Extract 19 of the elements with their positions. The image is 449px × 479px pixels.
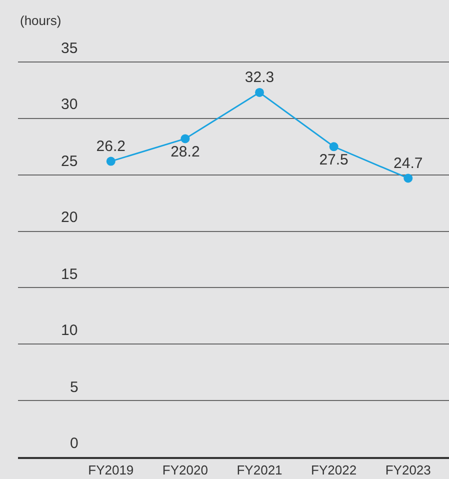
y-tick-label: 5 bbox=[70, 379, 78, 396]
y-tick-label: 10 bbox=[61, 322, 78, 339]
y-tick-label: 35 bbox=[61, 40, 78, 57]
y-tick-label: 30 bbox=[61, 96, 78, 113]
y-tick-label: 20 bbox=[61, 209, 78, 226]
x-tick-label: FY2023 bbox=[385, 462, 431, 478]
data-label: 28.2 bbox=[170, 144, 200, 161]
x-tick-label: FY2022 bbox=[311, 462, 357, 478]
data-label: 24.7 bbox=[394, 154, 423, 172]
data-label: 27.5 bbox=[319, 152, 348, 169]
x-tick-label: FY2020 bbox=[162, 462, 208, 478]
x-tick-label: FY2019 bbox=[88, 462, 134, 478]
y-tick-label: 0 bbox=[70, 435, 78, 452]
data-label: 26.2 bbox=[96, 138, 126, 155]
y-axis-title: (hours) bbox=[20, 13, 62, 28]
x-tick-label: FY2021 bbox=[236, 462, 282, 478]
y-tick-label: 25 bbox=[61, 153, 78, 170]
data-label: 32.3 bbox=[244, 69, 274, 86]
y-tick-label: 15 bbox=[61, 266, 78, 283]
